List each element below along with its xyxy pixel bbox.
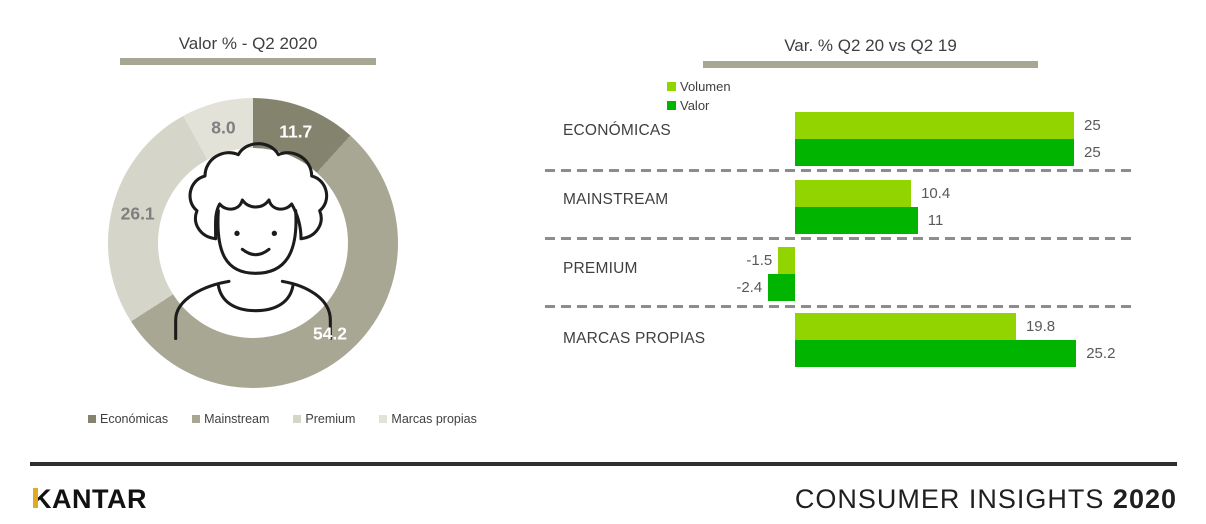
bar-chart-legend: Volumen Valor xyxy=(667,79,731,113)
donut-segment-value: 11.7 xyxy=(279,121,313,142)
bar-valor xyxy=(795,340,1077,367)
donut-chart: 11.7 54.2 26.1 8.0 xyxy=(108,98,398,388)
legend-swatch-icon xyxy=(379,415,388,423)
dashed-separator xyxy=(545,237,1133,240)
bar-volumen xyxy=(795,180,912,207)
bar-value-label: -1.5 xyxy=(746,251,773,269)
legend-label: Valor xyxy=(680,98,710,113)
kantar-logo: KANTAR xyxy=(32,484,147,515)
footer-title-light: CONSUMER INSIGHTS xyxy=(794,484,1105,514)
donut-segment-value: 8.0 xyxy=(211,117,236,138)
bar-legend-item: Volumen xyxy=(667,79,731,94)
legend-swatch-icon xyxy=(667,82,676,91)
donut-segment-value: 26.1 xyxy=(120,203,155,224)
donut-legend-item: Mainstream xyxy=(192,412,269,426)
bar-value-label: 25 xyxy=(1084,116,1101,134)
legend-label: Marcas propias xyxy=(391,412,477,426)
donut-legend: Económicas Mainstream Premium Marcas propia… xyxy=(88,412,477,426)
donut-segment-value: 54.2 xyxy=(312,323,348,344)
bar-volumen xyxy=(795,112,1074,139)
legend-swatch-icon xyxy=(192,415,201,423)
kantar-gold-mark xyxy=(33,488,38,508)
bar-valor xyxy=(768,274,795,301)
bar-value-label: 25 xyxy=(1084,143,1101,161)
legend-label: Mainstream xyxy=(204,412,270,426)
bar-valor xyxy=(795,207,918,234)
bar-title-underline xyxy=(703,61,1038,68)
donut-legend-item: Premium xyxy=(293,412,355,426)
legend-label: Económicas xyxy=(100,412,169,426)
footer-divider xyxy=(30,462,1177,466)
footer-title-year: 2020 xyxy=(1112,484,1177,514)
legend-label: Volumen xyxy=(680,79,731,94)
legend-swatch-icon xyxy=(667,101,676,110)
donut-title-underline xyxy=(120,58,376,65)
dashed-separator xyxy=(545,305,1133,308)
footer-title: CONSUMER INSIGHTS 2020 xyxy=(795,484,1177,515)
bar-category-label: ECONÓMICAS xyxy=(563,122,671,139)
bar-volumen xyxy=(778,247,795,274)
bar-value-label: 25.2 xyxy=(1086,344,1116,362)
bar-value-label: -2.4 xyxy=(736,278,763,296)
legend-swatch-icon xyxy=(88,415,96,423)
bar-value-label: 19.8 xyxy=(1025,317,1056,335)
bar-chart-title: Var. % Q2 20 vs Q2 19 xyxy=(784,36,957,55)
donut-legend-item: Económicas xyxy=(88,412,168,426)
legend-label: Premium xyxy=(305,412,356,426)
donut-center xyxy=(158,142,348,340)
bar-category-label: MAINSTREAM xyxy=(563,191,669,208)
donut-legend-item: Marcas propias xyxy=(379,412,477,426)
bar-valor xyxy=(795,139,1074,166)
bar-value-label: 11 xyxy=(927,211,944,229)
kantar-logo-text: KANTAR xyxy=(32,484,147,514)
bar-volumen xyxy=(795,313,1016,340)
bar-legend-item: Valor xyxy=(667,98,731,113)
legend-swatch-icon xyxy=(293,415,302,423)
person-icon xyxy=(174,142,332,340)
bar-category-label: MARCAS PROPIAS xyxy=(563,330,706,347)
dashed-separator xyxy=(545,169,1133,172)
bar-category-label: PREMIUM xyxy=(563,260,638,277)
donut-chart-title: Valor % - Q2 2020 xyxy=(178,34,318,53)
bar-value-label: 10.4 xyxy=(921,184,951,202)
